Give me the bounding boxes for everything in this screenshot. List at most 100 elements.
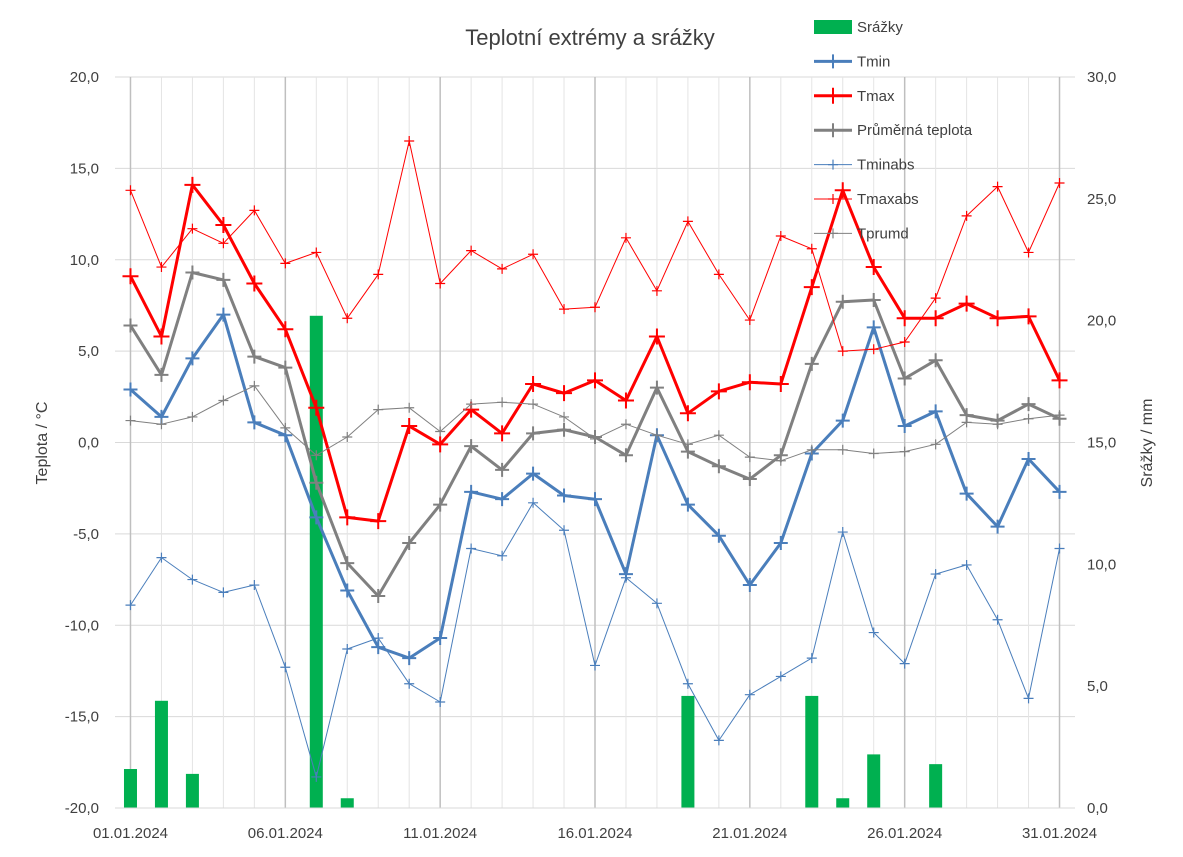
marker-tmaxabs <box>620 232 631 243</box>
y2-tick-label: 5,0 <box>1087 678 1108 695</box>
marker-tprumd <box>125 415 136 426</box>
marker-tminabs <box>713 735 724 746</box>
marker-tminabs <box>342 644 353 655</box>
marker-tprumd <box>187 411 198 422</box>
marker-tprumd <box>837 444 848 455</box>
x-tick-label: 21.01.2024 <box>712 825 787 842</box>
marker-tmin <box>464 484 479 499</box>
marker-tmax <box>648 328 665 345</box>
marker-tmax <box>246 275 263 292</box>
marker-prumerna-teplota <box>154 367 169 382</box>
marker-tmaxabs <box>559 304 570 315</box>
marker-tmin <box>526 466 541 481</box>
chart-title: Teplotní extrémy a srážky <box>465 25 714 50</box>
marker-tmax <box>679 405 696 422</box>
marker-tprumd <box>806 444 817 455</box>
temperature-lines <box>122 135 1068 782</box>
marker-tprumd <box>651 430 662 441</box>
marker-prumerna-teplota <box>309 475 324 490</box>
marker-tmin <box>990 519 1005 534</box>
legend-label-tprumd: Tprumd <box>857 225 909 242</box>
x-tick-label: 16.01.2024 <box>557 825 632 842</box>
bar-srazky <box>681 695 695 808</box>
marker-tprumd <box>775 455 786 466</box>
marker-tmaxabs <box>930 293 941 304</box>
y-tick-label: 15,0 <box>70 160 99 177</box>
marker-prumerna-teplota <box>897 371 912 386</box>
marker-tprumd <box>373 404 384 415</box>
marker-tminabs <box>559 525 570 536</box>
marker-tminabs <box>373 633 384 644</box>
marker-tmaxabs <box>1023 247 1034 258</box>
y-tick-label: -15,0 <box>65 709 99 726</box>
marker-tmin <box>897 419 912 434</box>
marker-tminabs <box>435 697 446 708</box>
marker-tmax <box>1020 308 1037 325</box>
marker-tminabs <box>311 771 322 782</box>
marker-tmin <box>866 320 881 335</box>
marker-tprumd <box>559 411 570 422</box>
y-axis-title-left: Teplota / °C <box>34 402 51 485</box>
marker-prumerna-teplota <box>1021 397 1036 412</box>
y2-tick-label: 10,0 <box>1087 556 1116 573</box>
marker-tmin <box>1052 484 1067 499</box>
marker-tmaxabs <box>775 230 786 241</box>
marker-tprumd <box>249 380 260 391</box>
marker-tminabs <box>218 587 229 598</box>
marker-tmaxabs <box>249 205 260 216</box>
marker-tprumd <box>930 439 941 450</box>
marker-tminabs <box>1023 693 1034 704</box>
marker-tmax <box>277 321 294 338</box>
marker-tmax <box>958 295 975 312</box>
bar-srazky <box>123 769 137 808</box>
marker-tmax <box>865 259 882 276</box>
marker-tmaxabs <box>125 185 136 196</box>
marker-tmin <box>711 528 726 543</box>
bar-srazky <box>836 798 850 808</box>
y-tick-label: 0,0 <box>78 435 99 452</box>
marker-tprumd <box>156 419 167 430</box>
legend: Srážky Tmin Tmax Průměrná teplota Tminabs Tma… <box>814 19 973 242</box>
bar-srazky <box>929 764 943 808</box>
marker-tmin <box>185 351 200 366</box>
marker-prumerna-teplota <box>402 536 417 551</box>
marker-tmax <box>525 376 542 393</box>
marker-tmaxabs <box>156 262 167 273</box>
legend-marker-tmaxabs <box>828 194 838 204</box>
legend-label-tmin: Tmin <box>857 53 890 70</box>
legend-swatch-srazky <box>814 20 852 34</box>
marker-tmax <box>432 436 449 453</box>
precipitation-bars <box>123 315 943 808</box>
marker-tprumd <box>435 426 446 437</box>
marker-tmaxabs <box>1054 177 1065 188</box>
marker-prumerna-teplota <box>216 272 231 287</box>
bar-srazky <box>805 695 819 808</box>
marker-tmin <box>1021 451 1036 466</box>
marker-tmin <box>433 631 448 646</box>
y2-tick-label: 0,0 <box>1087 800 1108 817</box>
marker-tmax <box>339 509 356 526</box>
marker-prumerna-teplota <box>278 360 293 375</box>
marker-tmax <box>1051 372 1068 389</box>
marker-tminabs <box>187 574 198 585</box>
marker-tmax <box>896 310 913 327</box>
marker-tmin <box>959 486 974 501</box>
marker-tminabs <box>837 527 848 538</box>
marker-tmax <box>308 399 325 416</box>
marker-tprumd <box>497 397 508 408</box>
marker-tprumd <box>404 402 415 413</box>
marker-tprumd <box>1054 410 1065 421</box>
marker-tmax <box>772 376 789 393</box>
marker-tmaxabs <box>373 269 384 280</box>
marker-tmaxabs <box>528 249 539 260</box>
marker-tmax <box>741 374 758 391</box>
marker-tmaxabs <box>218 238 229 249</box>
marker-tmaxabs <box>342 313 353 324</box>
marker-tmaxabs <box>744 315 755 326</box>
marker-tmin <box>123 382 138 397</box>
marker-tmin <box>402 651 417 666</box>
marker-tmax <box>494 425 511 442</box>
marker-tminabs <box>590 660 600 671</box>
marker-tmaxabs <box>435 278 446 289</box>
marker-prumerna-teplota <box>742 472 757 487</box>
